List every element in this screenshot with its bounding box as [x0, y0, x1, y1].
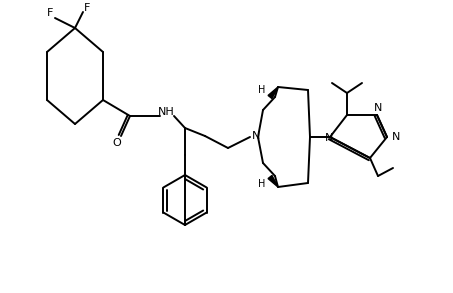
- Text: H: H: [258, 179, 266, 189]
- Text: F: F: [84, 3, 90, 13]
- Text: O: O: [113, 138, 121, 148]
- Text: N: N: [374, 103, 382, 113]
- Polygon shape: [268, 176, 278, 187]
- Text: NH: NH: [158, 107, 174, 117]
- Text: F: F: [47, 8, 53, 18]
- Text: N: N: [392, 132, 400, 142]
- Text: H: H: [258, 85, 266, 95]
- Text: N: N: [252, 131, 260, 141]
- Text: N: N: [325, 133, 333, 143]
- Polygon shape: [268, 87, 278, 98]
